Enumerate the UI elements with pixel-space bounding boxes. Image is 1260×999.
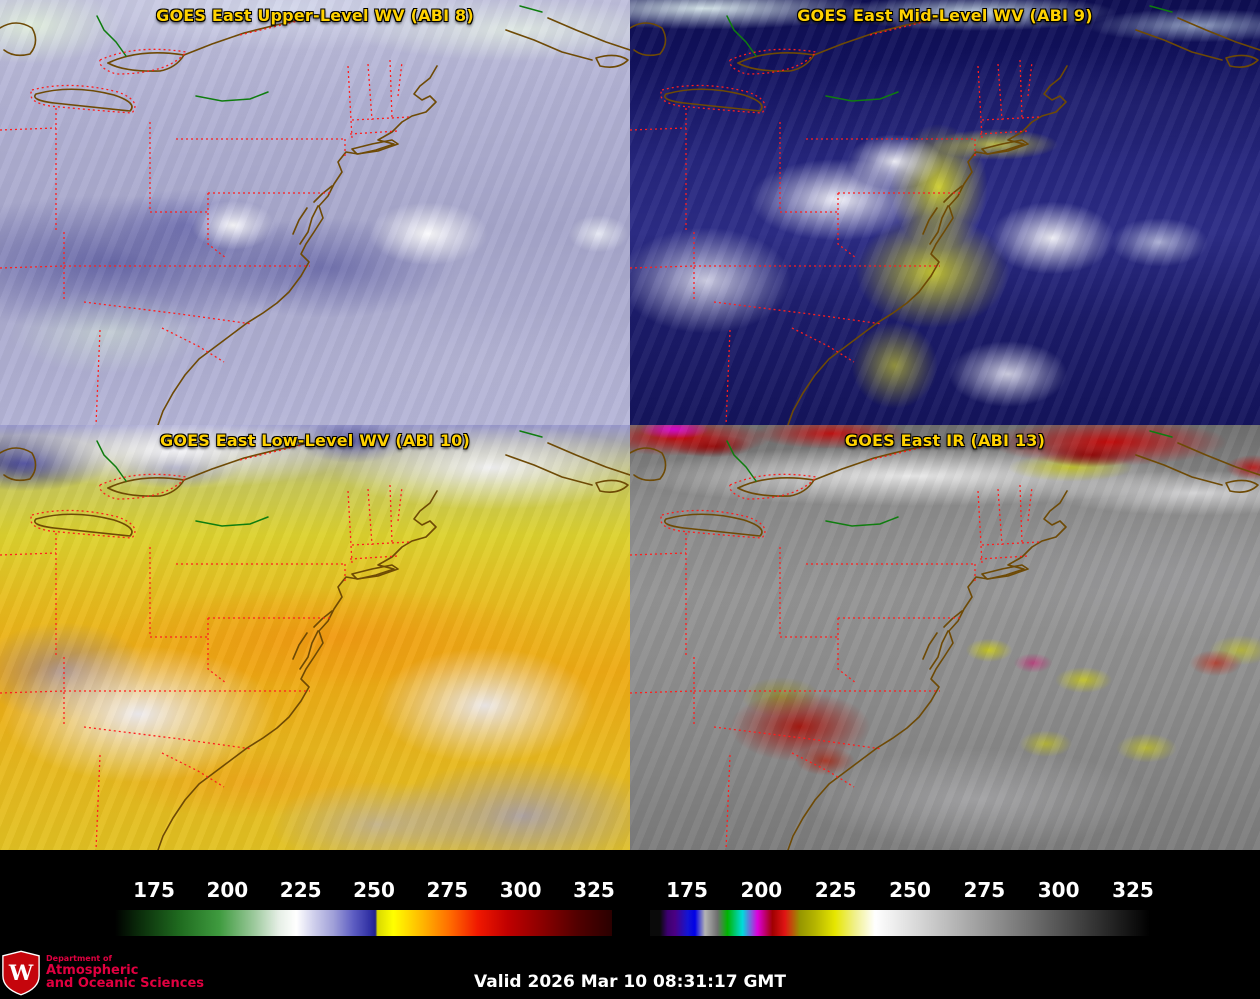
tick-label: 325 <box>1112 878 1154 902</box>
panel-title-abi10: GOES East Low-Level WV (ABI 10) <box>159 431 470 450</box>
uw-crest-icon: W <box>2 950 40 996</box>
panel-title-abi8: GOES East Upper-Level WV (ABI 8) <box>156 6 474 25</box>
tick-label: 200 <box>206 878 249 902</box>
tick-label: 225 <box>814 878 857 902</box>
tick-label: 275 <box>963 878 1006 902</box>
logo-text: Department of Atmospheric and Oceanic Sc… <box>46 954 205 992</box>
map-boundaries-overlay <box>0 430 630 850</box>
colorbar-left-ticks: 175 200 225 250 275 300 325 <box>122 878 626 902</box>
panel-ir: GOES East IR (ABI 13) <box>630 425 1260 850</box>
tick-label: 175 <box>666 878 708 902</box>
tick-label: 300 <box>1037 878 1080 902</box>
tick-label: 200 <box>740 878 783 902</box>
tick-label: 225 <box>279 878 322 902</box>
panel-title-abi9: GOES East Mid-Level WV (ABI 9) <box>797 6 1093 25</box>
colorbar-ir-scale <box>650 910 1150 936</box>
tick-label: 250 <box>353 878 395 902</box>
tick-label: 250 <box>889 878 931 902</box>
logo-line-1: Atmospheric <box>46 962 139 978</box>
tick-label: 300 <box>499 878 542 902</box>
map-boundaries-overlay <box>0 5 630 425</box>
colorbar-wv-scale <box>115 910 612 936</box>
panel-mid-level-wv: GOES East Mid-Level WV (ABI 9) <box>630 0 1260 425</box>
satellite-image-abi13 <box>630 425 1260 850</box>
map-boundaries-overlay <box>630 5 1260 425</box>
crest-letter: W <box>8 961 34 986</box>
panel-title-abi13: GOES East IR (ABI 13) <box>844 431 1046 450</box>
valid-timestamp: Valid 2026 Mar 10 08:31:17 GMT <box>474 972 786 992</box>
logo-dept-line: Department of <box>46 954 113 964</box>
panel-upper-level-wv: GOES East Upper-Level WV (ABI 8) <box>0 0 630 425</box>
tick-label: 175 <box>133 878 175 902</box>
map-boundaries-overlay <box>630 430 1260 850</box>
tick-label: 325 <box>573 878 615 902</box>
panel-low-level-wv: GOES East Low-Level WV (ABI 10) <box>0 425 630 850</box>
logo-line-2: and Oceanic Sciences <box>46 976 205 992</box>
colorbar-right-ticks: 175 200 225 250 275 300 325 <box>655 878 1165 902</box>
tick-label: 275 <box>426 878 469 902</box>
uw-aos-logo: W Department of Atmospheric and Oceanic … <box>2 948 204 998</box>
satellite-image-abi9 <box>630 0 1260 425</box>
